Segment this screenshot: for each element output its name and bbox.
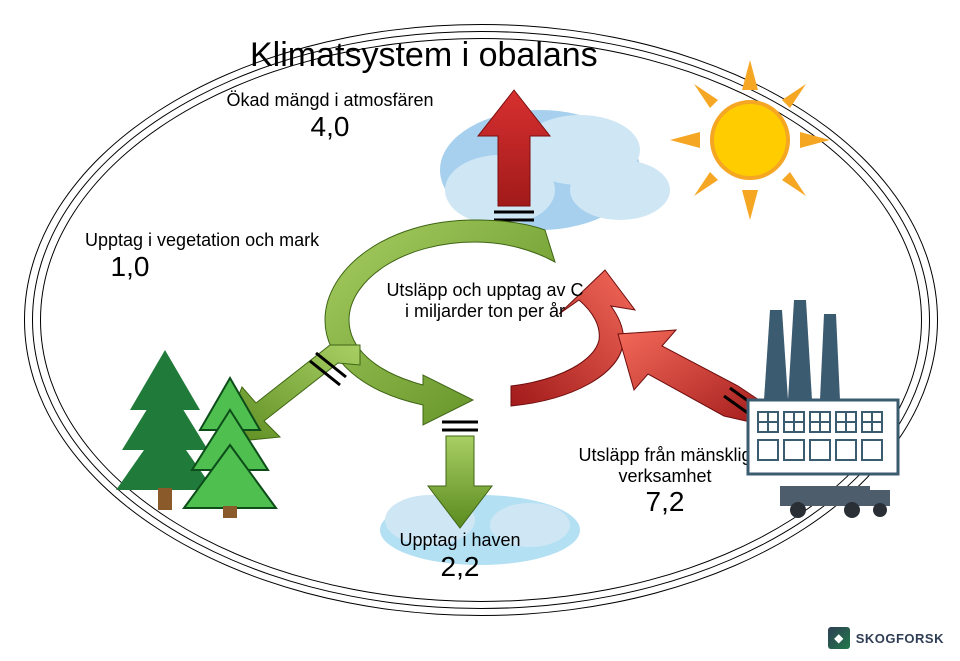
arrow-atmosphere	[478, 90, 550, 225]
logo-mark-icon	[828, 627, 850, 649]
atmosphere-label: Ökad mängd i atmosfären 4,0	[200, 90, 460, 143]
atmosphere-text: Ökad mängd i atmosfären	[200, 90, 460, 111]
vegetation-value: 1,0	[85, 251, 175, 283]
ocean-text: Upptag i haven	[370, 530, 550, 551]
human-text2: verksamhet	[560, 466, 770, 487]
human-label: Utsläpp från mänsklig verksamhet 7,2	[560, 445, 770, 519]
center-text: Utsläpp och upptag av C i miljarder ton …	[370, 280, 600, 322]
ocean-label: Upptag i haven 2,2	[370, 530, 550, 583]
ocean-value: 2,2	[370, 551, 550, 583]
center-line2: i miljarder ton per år	[370, 301, 600, 322]
factory-icon	[740, 300, 920, 520]
vegetation-label: Upptag i vegetation och mark 1,0	[85, 230, 325, 283]
arrow-ocean	[428, 420, 492, 530]
human-value: 7,2	[560, 486, 770, 518]
viewport: Klimatsystem i obalans Ökad mängd i atmo…	[0, 0, 960, 661]
logo-text: SKOGFORSK	[856, 631, 944, 646]
logo: SKOGFORSK	[828, 627, 944, 649]
trees-icon	[110, 330, 300, 520]
atmosphere-value: 4,0	[200, 111, 460, 143]
vegetation-text: Upptag i vegetation och mark	[85, 230, 325, 251]
page-title: Klimatsystem i obalans	[250, 36, 598, 75]
sun-icon	[670, 60, 830, 220]
human-text1: Utsläpp från mänsklig	[560, 445, 770, 466]
center-line1: Utsläpp och upptag av C	[370, 280, 600, 301]
